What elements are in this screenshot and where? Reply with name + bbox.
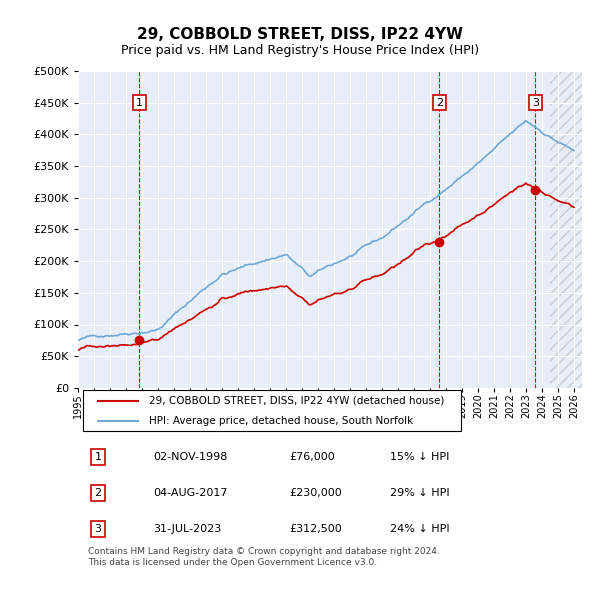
Text: 04-AUG-2017: 04-AUG-2017	[154, 488, 228, 498]
Text: 29, COBBOLD STREET, DISS, IP22 4YW: 29, COBBOLD STREET, DISS, IP22 4YW	[137, 27, 463, 41]
Text: Price paid vs. HM Land Registry's House Price Index (HPI): Price paid vs. HM Land Registry's House …	[121, 44, 479, 57]
Text: 2: 2	[436, 97, 443, 107]
Text: 29% ↓ HPI: 29% ↓ HPI	[391, 488, 450, 498]
Text: £76,000: £76,000	[290, 452, 335, 462]
Text: £312,500: £312,500	[290, 524, 343, 534]
Text: Contains HM Land Registry data © Crown copyright and database right 2024.
This d: Contains HM Land Registry data © Crown c…	[88, 548, 440, 567]
Text: HPI: Average price, detached house, South Norfolk: HPI: Average price, detached house, Sout…	[149, 415, 413, 425]
Text: 02-NOV-1998: 02-NOV-1998	[154, 452, 228, 462]
Text: 1: 1	[136, 97, 143, 107]
Text: 3: 3	[532, 97, 539, 107]
Text: 15% ↓ HPI: 15% ↓ HPI	[391, 452, 450, 462]
Bar	[550, 71, 582, 388]
Text: 24% ↓ HPI: 24% ↓ HPI	[391, 524, 450, 534]
Text: 31-JUL-2023: 31-JUL-2023	[154, 524, 222, 534]
Text: £230,000: £230,000	[290, 488, 343, 498]
Text: 3: 3	[95, 524, 101, 534]
Text: 2: 2	[95, 488, 102, 498]
Text: 1: 1	[95, 452, 101, 462]
Text: 29, COBBOLD STREET, DISS, IP22 4YW (detached house): 29, COBBOLD STREET, DISS, IP22 4YW (deta…	[149, 396, 444, 405]
FancyBboxPatch shape	[83, 390, 461, 431]
